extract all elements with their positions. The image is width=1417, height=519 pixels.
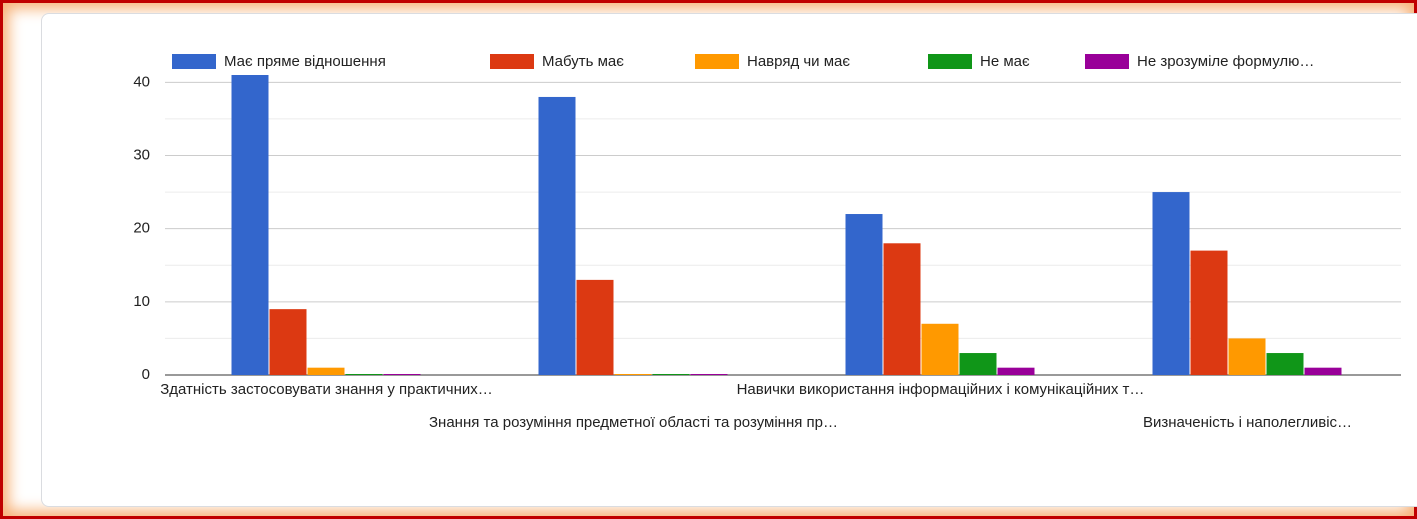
bar [576, 279, 614, 375]
bar [690, 374, 728, 375]
bar [652, 374, 690, 375]
bar [1190, 250, 1228, 375]
legend-label: Навряд чи має [747, 53, 850, 70]
legend-label: Має пряме відношення [224, 53, 386, 70]
bar [997, 367, 1035, 375]
legend-label: Не зрозуміле формулю… [1137, 53, 1314, 70]
bar [269, 309, 307, 375]
bar [921, 323, 959, 375]
legend-swatch [928, 54, 972, 69]
bar [959, 353, 997, 375]
legend-label: Не має [980, 53, 1030, 70]
bar [383, 374, 421, 375]
bar [1152, 192, 1190, 375]
bar [538, 96, 576, 375]
y-tick-label: 30 [133, 146, 150, 163]
legend-label: Мабуть має [542, 53, 624, 70]
y-tick-label: 40 [133, 73, 150, 90]
bar [1266, 353, 1304, 375]
bar [614, 374, 652, 375]
bar [1228, 338, 1266, 375]
bar [307, 367, 345, 375]
bar [231, 75, 269, 375]
y-tick-label: 0 [142, 366, 150, 383]
y-tick-label: 20 [133, 220, 150, 237]
bar [1304, 367, 1342, 375]
bar [883, 243, 921, 375]
legend-swatch [490, 54, 534, 69]
legend-swatch [695, 54, 739, 69]
bar [345, 374, 383, 375]
legend-swatch [172, 54, 216, 69]
x-tick-label: Навички використання інформаційних і ком… [737, 381, 1145, 398]
legend-swatch [1085, 54, 1129, 69]
x-tick-label: Здатність застосовувати знання у практич… [160, 381, 493, 398]
bar [845, 214, 883, 375]
x-tick-label: Знання та розуміння предметної області т… [429, 414, 838, 431]
y-tick-label: 10 [133, 293, 150, 310]
x-tick-label: Визначеність і наполегливіс… [1143, 414, 1352, 431]
